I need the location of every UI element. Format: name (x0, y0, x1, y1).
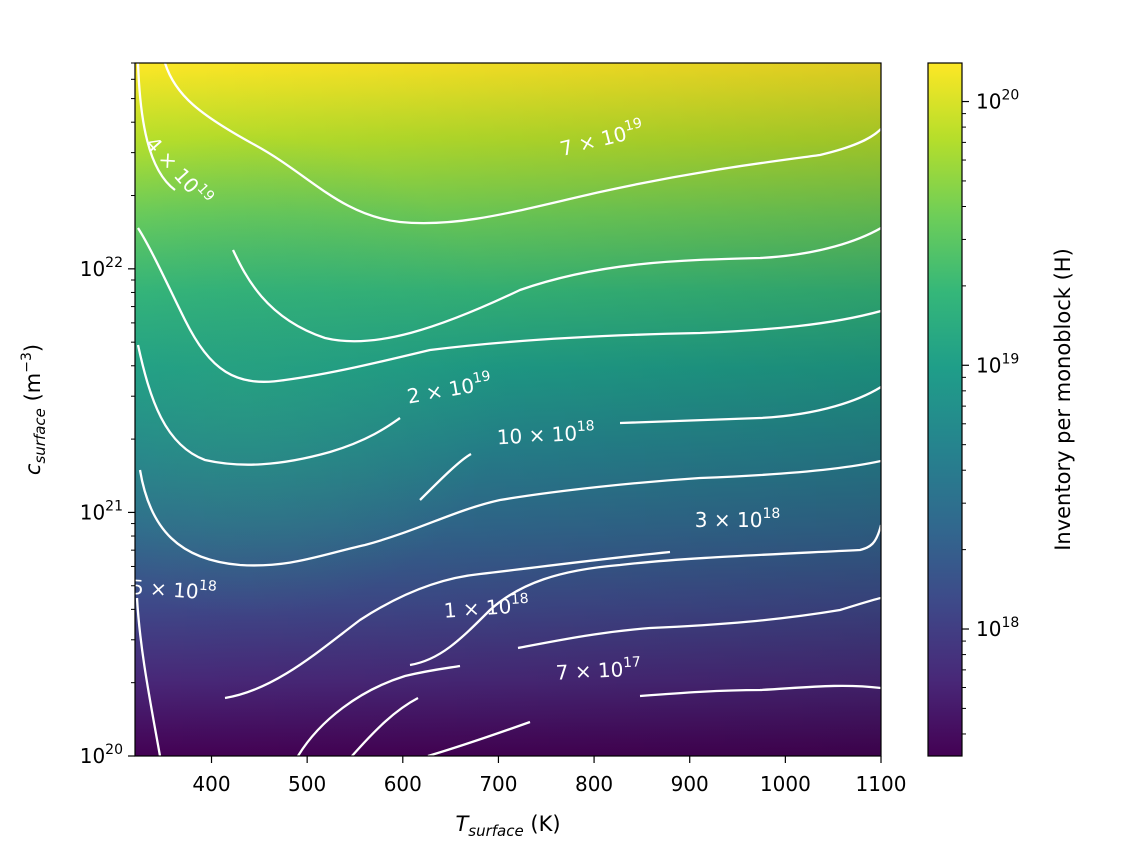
x-tick-label: 800 (575, 772, 613, 796)
contour-label-exponent: 18 (198, 578, 217, 595)
y-tick-label: 1021 (80, 498, 123, 524)
y-tick-base: 10 (80, 744, 105, 768)
colorbar-gradient (928, 63, 962, 756)
colorbar-frame (927, 62, 963, 757)
y-axis-label: csurface (m−3) (19, 344, 49, 475)
colorbar-label: Inventory per monoblock (H) (1051, 248, 1075, 551)
y-tick-label: 1022 (80, 255, 123, 281)
contour-label: 1 × 1018 (443, 591, 530, 623)
contour-label-coefficient: 1 × 10 (443, 594, 512, 623)
colorbar-tick-label: 1019 (976, 351, 1019, 377)
y-tick-label: 1020 (80, 742, 123, 768)
y-axis-label-subscript: surface (31, 408, 49, 463)
contour-label-coefficient: 3 × 10 (695, 508, 763, 532)
contour-label: 5 × 1018 (130, 573, 217, 605)
plot-frame (134, 62, 882, 757)
y-axis-label-unit: (m (21, 373, 45, 408)
colorbar-tick-label: 1020 (976, 88, 1019, 114)
contour-line (136, 344, 401, 466)
colorbar-tick-exponent: 19 (1001, 351, 1019, 367)
contour-line (135, 597, 162, 756)
colorbar-tick-base: 10 (976, 90, 1001, 114)
y-axis-label-exponent: −3 (19, 352, 35, 373)
contour-line (517, 596, 881, 650)
contour-label-exponent: 19 (623, 115, 644, 135)
x-axis-label-unit: (K) (524, 812, 561, 836)
contour-line (351, 696, 419, 756)
y-tick-base: 10 (80, 257, 105, 281)
contour-label-exponent: 17 (623, 654, 642, 671)
contour-line (297, 664, 461, 756)
colorbar-tick-base: 10 (976, 617, 1001, 641)
x-tick-label: 600 (384, 772, 422, 796)
colorbar-tick-base: 10 (976, 353, 1001, 377)
y-tick-base: 10 (80, 500, 105, 524)
colorbar-tick-exponent: 18 (1001, 615, 1019, 631)
x-tick-label: 1000 (760, 772, 811, 796)
contour-lines (135, 63, 881, 756)
contour-label: 3 × 1018 (695, 506, 780, 532)
contour-label-exponent: 18 (576, 418, 595, 435)
contour-line (138, 459, 881, 567)
contour-line (427, 684, 881, 756)
x-tick-label: 700 (479, 772, 517, 796)
heatmap-glow (135, 63, 881, 756)
contour-label: 7 × 1017 (555, 654, 642, 684)
contour-line (163, 63, 881, 225)
x-tick-label: 900 (671, 772, 709, 796)
contour-label-exponent: 18 (762, 506, 780, 522)
y-tick-exponent: 21 (105, 498, 123, 514)
x-tick-label: 400 (192, 772, 230, 796)
y-tick-exponent: 22 (105, 255, 123, 271)
contour-label-coefficient: 7 × 10 (555, 657, 624, 685)
x-tick-label: 1100 (856, 772, 907, 796)
contour-label: 10 × 1018 (496, 418, 595, 449)
contour-line (137, 227, 881, 383)
contour-label-coefficient: 10 × 10 (496, 421, 578, 449)
contour-line (419, 386, 881, 501)
contour-line (224, 550, 671, 700)
x-axis-label: Tsurface (K) (455, 812, 560, 840)
contour-label-exponent: 18 (510, 591, 529, 608)
contour-label-exponent: 19 (472, 368, 492, 387)
y-axis-label-close: ) (21, 344, 45, 352)
contour-label-coefficient: 5 × 10 (130, 575, 199, 604)
x-axis: 400 500 600 700 800 900 1000 1100 (192, 756, 906, 796)
contour-line (409, 524, 881, 667)
x-tick-label: 500 (288, 772, 326, 796)
x-axis-label-subscript: surface (468, 822, 523, 840)
y-tick-exponent: 20 (105, 742, 123, 758)
colorbar-tick-label: 1018 (976, 615, 1019, 641)
colorbar-tick-exponent: 20 (1001, 88, 1019, 104)
contour-line (136, 63, 881, 343)
x-axis-label-symbol: T (455, 812, 470, 836)
y-axis-label-symbol: c (21, 463, 45, 475)
